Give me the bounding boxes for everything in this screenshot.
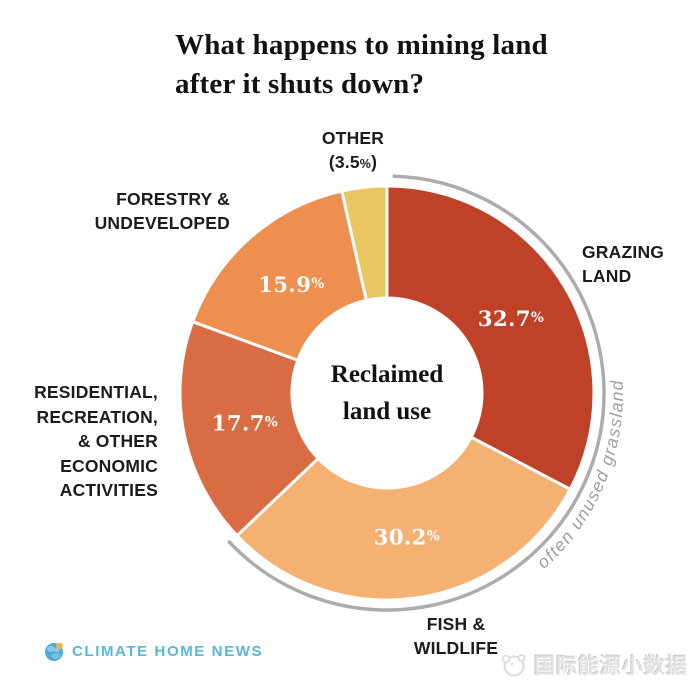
value-label: 17.7% <box>212 410 278 435</box>
donut-center-label: Reclaimed land use <box>287 356 487 430</box>
center-label-line1: Reclaimed <box>330 361 444 388</box>
label-fish: FISH & WILDLIFE <box>413 614 499 658</box>
value-label: 32.7% <box>478 306 544 331</box>
segment-other <box>340 184 389 302</box>
segment-grazing-land <box>385 184 596 491</box>
segment-fish-wildlife <box>235 435 572 602</box>
label-residential: RESIDENTIAL, RECREATION, & OTHER ECONOMI… <box>34 382 158 500</box>
chart-title-line1: What happens to mining land <box>175 29 548 61</box>
globe-icon <box>45 642 63 661</box>
segment-value-labels: 32.7% 30.2% 17.7% 15.9% <box>212 271 544 549</box>
donut-segments <box>178 184 596 602</box>
segment-residential-recreation-other-economic-activities <box>178 320 320 538</box>
annotation-arc <box>227 174 606 612</box>
label-other-value: (3.5%) <box>328 152 378 172</box>
label-other-name: OTHER <box>321 128 385 148</box>
label-forestry: FORESTRY & UNDEVELOPED <box>94 189 230 233</box>
wechat-watermark: 国际能源小数据 <box>500 650 688 680</box>
segment-forestry-undeveloped <box>191 189 368 362</box>
center-label-line2: land use <box>342 398 432 425</box>
watermark-text: 国际能源小数据 <box>534 655 688 678</box>
wechat-account-icon <box>501 654 526 677</box>
percent-sign: % <box>359 157 372 171</box>
logo-text: CLIMATE HOME NEWS <box>72 643 264 660</box>
value-label: 30.2% <box>374 524 440 549</box>
climate-home-news-logo: CLIMATE HOME NEWS <box>44 641 263 662</box>
chart-title-line2: after it shuts down? <box>175 68 425 100</box>
label-grazing: GRAZING LAND <box>582 242 665 286</box>
value-label: 15.9% <box>258 271 324 296</box>
label-other: OTHER (3.5%) <box>292 126 414 176</box>
chart-title: What happens to mining land after it shu… <box>175 26 548 104</box>
